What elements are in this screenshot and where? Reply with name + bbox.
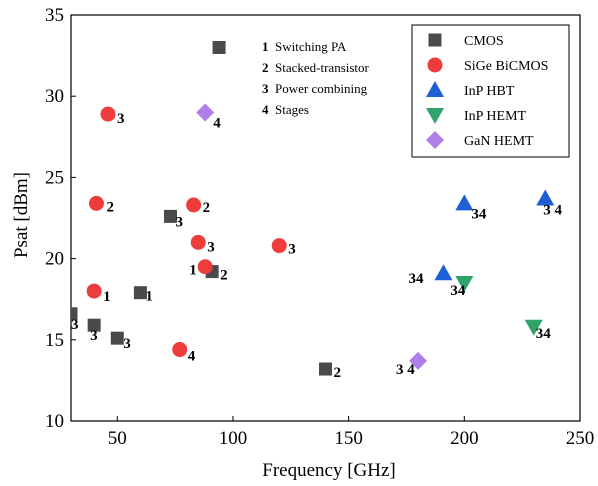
data-point-inp-hbt (434, 264, 453, 281)
legend-marker (427, 57, 443, 73)
data-label: 2 (334, 365, 342, 381)
data-label: 4 (188, 349, 196, 365)
data-label: 1 (103, 289, 111, 305)
data-label: 3 4 (396, 362, 415, 378)
data-label: 34 (450, 283, 466, 299)
y-tick-label: 30 (45, 86, 64, 107)
data-label: 34 (408, 271, 424, 287)
data-point-inp-hbt (536, 189, 555, 206)
note-text: Power combining (275, 81, 368, 96)
legend-label: CMOS (464, 34, 504, 49)
data-point-sige-bicmos (186, 197, 202, 213)
note-number: 3 (262, 81, 269, 96)
data-points (71, 40, 555, 376)
data-point-inp-hemt (455, 275, 474, 292)
data-point-gan-hemt (196, 103, 215, 122)
note-number: 1 (262, 39, 269, 54)
data-label: 3 (288, 242, 296, 258)
axis-ticks: 50 100 150 200 250 10 15 20 25 30 35 (45, 5, 594, 449)
x-tick-label: 150 (334, 428, 363, 449)
data-point-sige-bicmos (190, 234, 206, 250)
data-label: 3 (90, 328, 98, 344)
note-text: Stacked-transistor (275, 60, 370, 75)
legend-label: InP HBT (464, 84, 515, 99)
data-label: 3 (117, 111, 125, 127)
data-label: 3 (123, 336, 131, 352)
data-label: 1 (189, 263, 197, 279)
data-label: 34 (471, 206, 487, 222)
annotation-key: 1 Switching PA 2 Stacked-transistor 3 Power c… (262, 39, 370, 117)
data-point-inp-hemt (524, 319, 543, 336)
note-text: Switching PA (275, 39, 347, 54)
legend: CMOS SiGe BiCMOS InP HBT InP HEMT GaN HEMT (411, 24, 570, 158)
note-number: 4 (262, 102, 269, 117)
data-point-cmos (163, 209, 177, 223)
data-label: 3 (71, 317, 79, 333)
data-point-cmos (110, 331, 124, 345)
legend-label: GaN HEMT (464, 134, 534, 149)
data-label: 3 (207, 239, 215, 255)
data-point-cmos (133, 286, 147, 300)
y-tick-label: 25 (45, 167, 64, 188)
y-axis-title: Psat [dBm] (11, 172, 32, 258)
data-label: 3 (175, 214, 183, 230)
legend-marker (428, 33, 442, 47)
plot-frame (70, 14, 581, 422)
data-point-sige-bicmos (100, 106, 116, 122)
y-tick-label: 35 (45, 5, 64, 26)
data-label: 2 (203, 200, 211, 216)
x-tick-label: 250 (566, 428, 595, 449)
legend-label: InP HEMT (464, 109, 527, 124)
plot-area (70, 14, 581, 422)
legend-label: SiGe BiCMOS (464, 59, 548, 74)
data-point-sige-bicmos (271, 238, 287, 254)
data-point-cmos (212, 40, 226, 54)
legend-marker (426, 131, 444, 149)
data-label: 2 (106, 199, 114, 215)
data-point-sige-bicmos (88, 195, 104, 211)
y-tick-label: 15 (45, 330, 64, 351)
y-tick-label: 10 (45, 411, 64, 432)
x-tick-label: 100 (219, 428, 248, 449)
x-axis-title: Frequency [GHz] (262, 460, 395, 481)
data-label: 2 (220, 268, 228, 284)
y-tick-label: 20 (45, 249, 64, 270)
data-label: 34 (536, 326, 552, 342)
data-label: 3 4 (543, 203, 562, 219)
data-point-sige-bicmos (86, 283, 102, 299)
data-point-cmos (319, 362, 332, 376)
note-number: 2 (262, 60, 269, 75)
x-tick-label: 200 (450, 428, 479, 449)
data-point-gan-hemt (409, 351, 428, 370)
note-text: Stages (275, 102, 309, 117)
data-point-inp-hbt (455, 194, 474, 211)
data-point-cmos (87, 318, 101, 332)
data-label: 4 (213, 115, 221, 131)
x-tick-label: 50 (108, 428, 127, 449)
data-point-sige-bicmos (197, 259, 213, 275)
legend-marker (426, 81, 444, 97)
legend-marker (426, 108, 444, 124)
data-point-cmos (71, 307, 78, 321)
data-label: 1 (145, 289, 153, 305)
data-point-sige-bicmos (172, 342, 188, 358)
